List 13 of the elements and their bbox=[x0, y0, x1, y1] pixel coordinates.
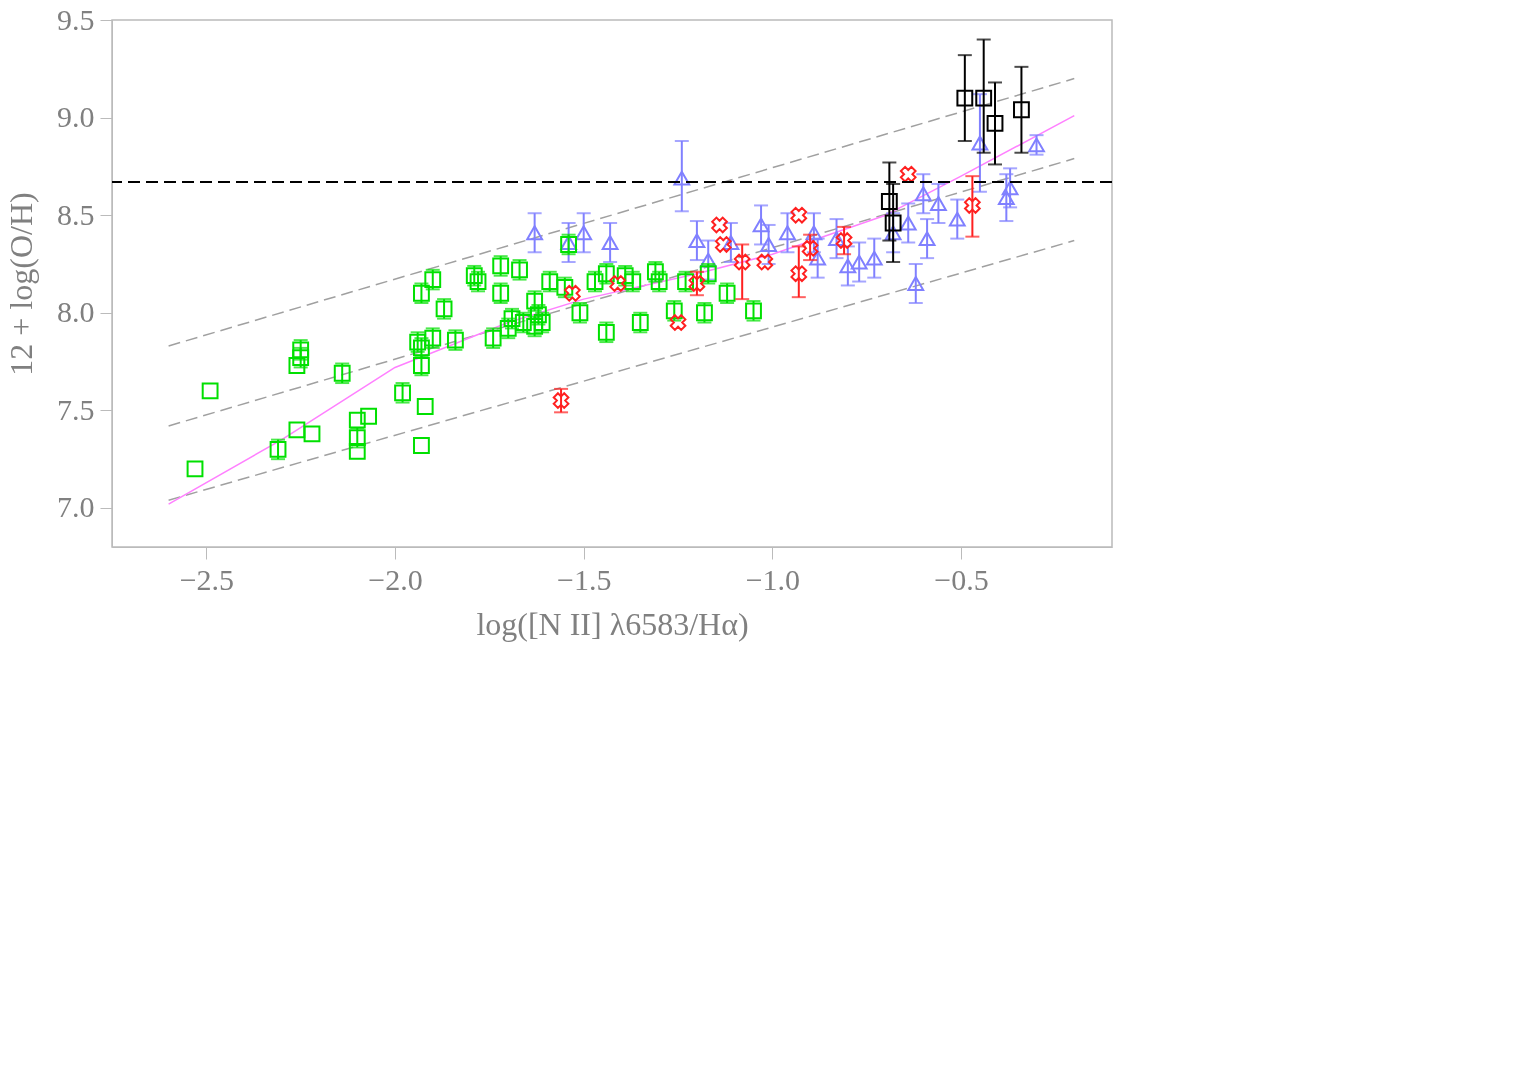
y-tick-label: 7.5 bbox=[57, 392, 95, 426]
y-tick-label: 9.0 bbox=[57, 100, 95, 134]
x-tick-label: −1.0 bbox=[745, 562, 801, 596]
x-tick-label: −1.5 bbox=[556, 562, 612, 596]
y-tick-label: 8.0 bbox=[57, 295, 95, 329]
x-axis-title: log([N II] λ6583/Hα) bbox=[476, 605, 749, 642]
y-tick-label: 9.5 bbox=[57, 2, 95, 36]
x-tick-label: −0.5 bbox=[934, 562, 989, 596]
y-tick-label: 7.0 bbox=[57, 490, 95, 524]
y-axis-title: 12 + log(O/H) bbox=[3, 192, 39, 376]
x-tick-label: −2.0 bbox=[368, 562, 423, 596]
y-tick-label: 8.5 bbox=[57, 197, 95, 231]
x-tick-label: −2.5 bbox=[179, 562, 235, 596]
